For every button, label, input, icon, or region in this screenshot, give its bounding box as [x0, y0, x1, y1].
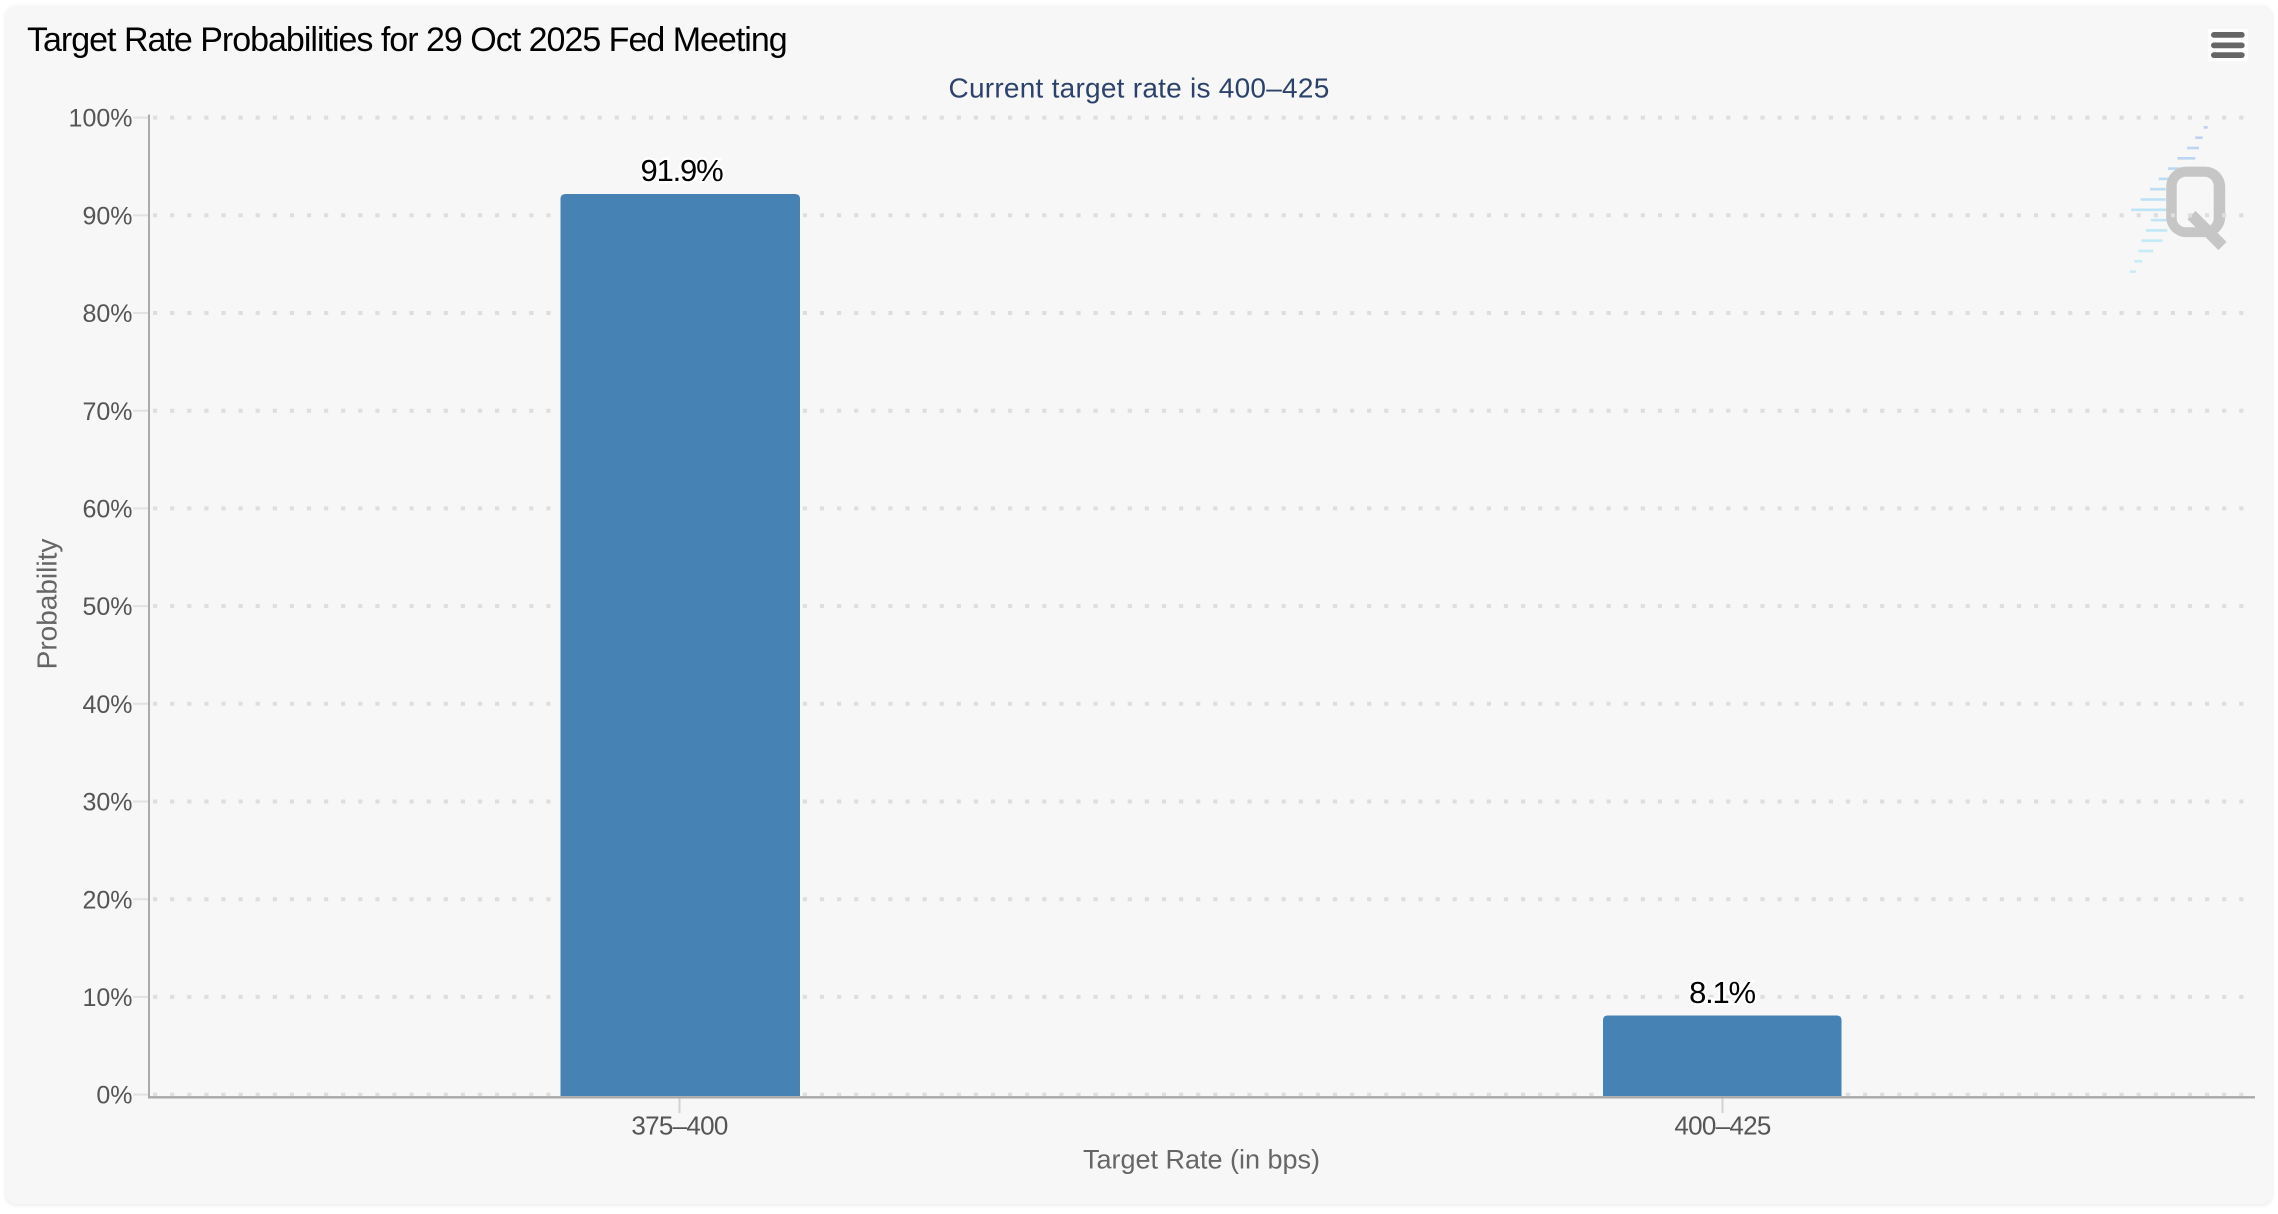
- svg-text:100%: 100%: [69, 105, 133, 133]
- svg-text:91.9%: 91.9%: [641, 153, 724, 188]
- svg-text:0%: 0%: [96, 1082, 132, 1110]
- svg-text:50%: 50%: [82, 593, 132, 621]
- svg-text:8.1%: 8.1%: [1689, 975, 1755, 1010]
- svg-text:80%: 80%: [82, 300, 132, 328]
- svg-text:20%: 20%: [82, 886, 132, 914]
- svg-text:Current target rate is 400–425: Current target rate is 400–425: [948, 73, 1329, 104]
- svg-text:90%: 90%: [82, 202, 132, 230]
- svg-text:40%: 40%: [82, 691, 132, 719]
- svg-text:60%: 60%: [82, 496, 132, 524]
- svg-text:70%: 70%: [82, 398, 132, 426]
- svg-text:400–425: 400–425: [1674, 1111, 1771, 1141]
- svg-text:375–400: 375–400: [631, 1111, 728, 1141]
- svg-text:Target Rate (in bps): Target Rate (in bps): [1083, 1145, 1320, 1175]
- svg-text:10%: 10%: [82, 984, 132, 1012]
- svg-text:30%: 30%: [82, 789, 132, 817]
- svg-text:Target Rate Probabilities for: Target Rate Probabilities for 29 Oct 202…: [27, 21, 787, 59]
- svg-text:Probability: Probability: [32, 539, 63, 670]
